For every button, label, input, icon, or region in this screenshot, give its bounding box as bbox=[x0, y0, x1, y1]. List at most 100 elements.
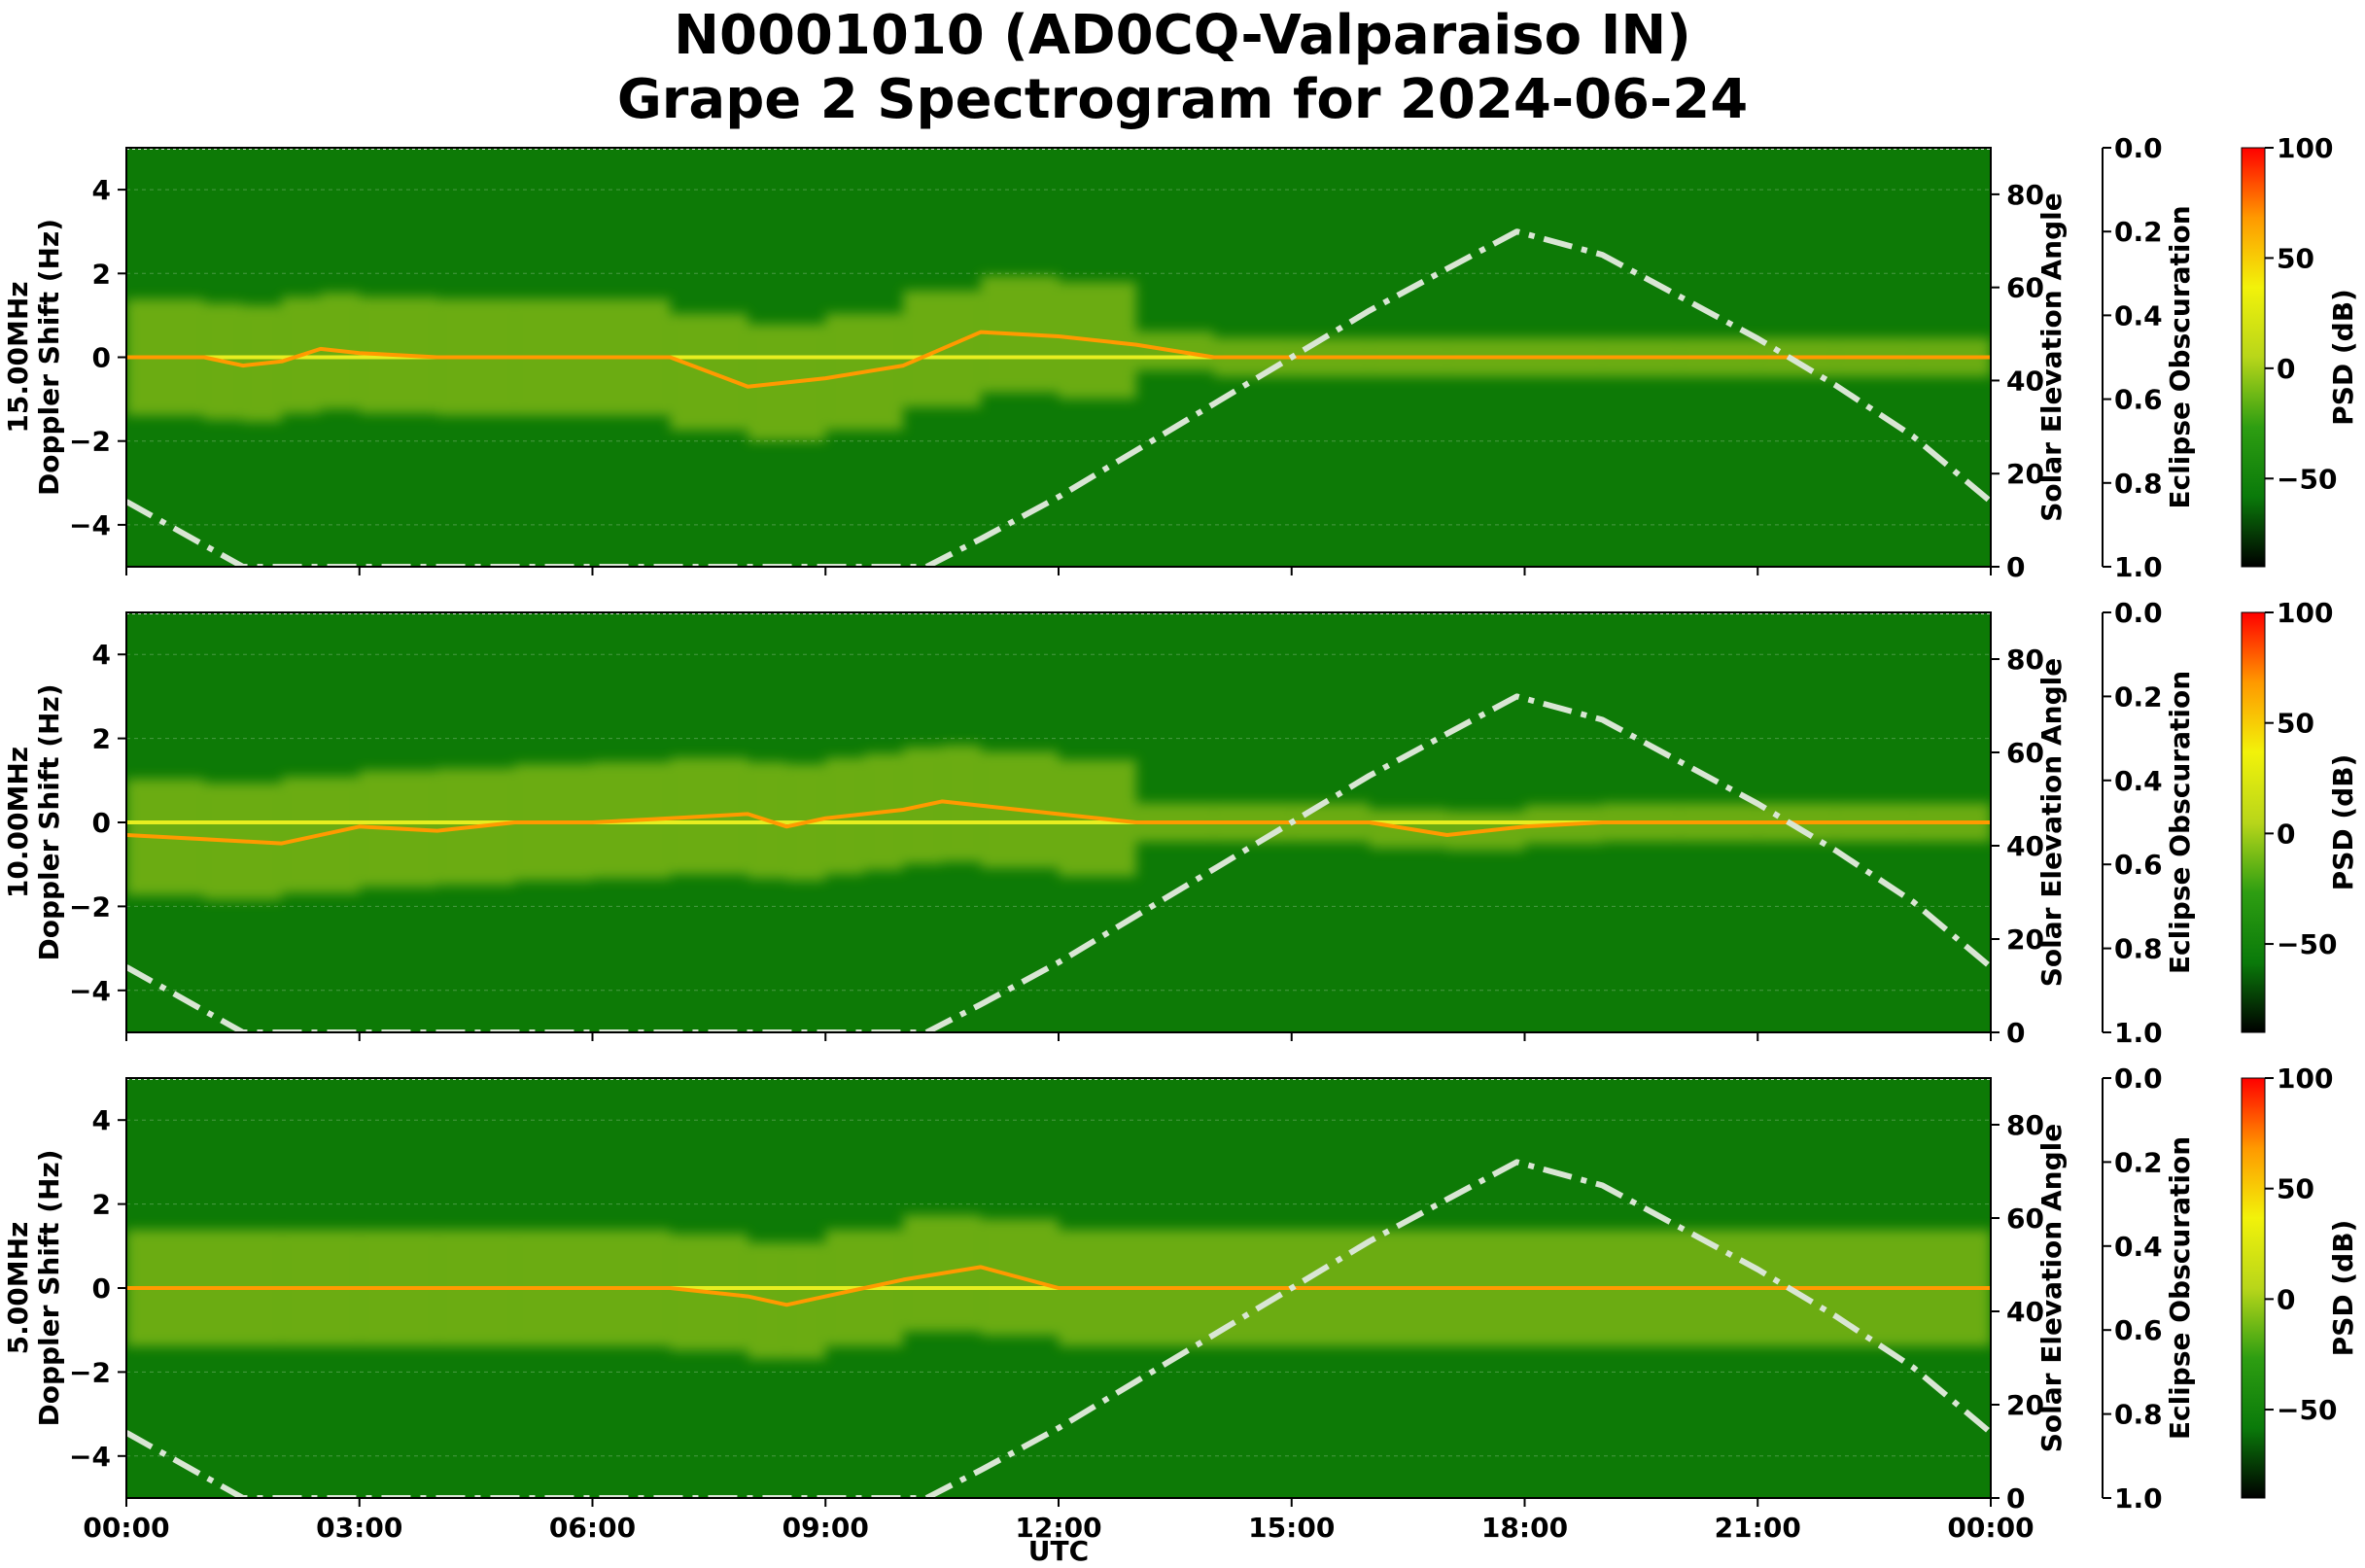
elevation-tick-label: 0 bbox=[2006, 1482, 2025, 1515]
y-tick-label: −4 bbox=[69, 509, 111, 541]
elevation-tick-label: 0 bbox=[2006, 1017, 2025, 1049]
y-tick-label: 2 bbox=[92, 1189, 111, 1221]
colorbar-tick-label: −50 bbox=[2277, 1394, 2337, 1426]
y-tick-label: 4 bbox=[92, 639, 111, 671]
x-tick-label: 18:00 bbox=[1481, 1512, 1568, 1544]
colorbar-label: PSD (dB) bbox=[2327, 754, 2359, 891]
elevation-tick-label: 40 bbox=[2006, 830, 2044, 862]
eclipse-tick-label: 0.0 bbox=[2114, 1063, 2163, 1095]
colorbar-tick-label: 100 bbox=[2277, 132, 2333, 164]
eclipse-tick-label: 0.0 bbox=[2114, 132, 2163, 164]
elevation-tick-label: 0 bbox=[2006, 551, 2025, 583]
eclipse-tick-label: 0.6 bbox=[2114, 384, 2163, 416]
eclipse-tick-label: 1.0 bbox=[2114, 1017, 2163, 1049]
psd-colorbar bbox=[2241, 1077, 2266, 1499]
colorbar-tick-label: −50 bbox=[2277, 463, 2337, 495]
figure-title: N0001010 (AD0CQ-Valparaiso IN) Grape 2 S… bbox=[0, 4, 2365, 132]
spectrogram-plot-area bbox=[126, 1078, 1991, 1498]
colorbar-tick-label: −50 bbox=[2277, 928, 2337, 960]
solar-elevation-curve bbox=[126, 1159, 1991, 1498]
x-tick-label: 00:00 bbox=[1947, 1512, 2034, 1544]
colorbar-tick-label: 100 bbox=[2277, 597, 2333, 629]
y-tick-label: 0 bbox=[92, 1272, 111, 1305]
x-axis-label: UTC bbox=[1028, 1535, 1089, 1567]
eclipse-tick-label: 0.4 bbox=[2114, 299, 2163, 331]
y-tick-label: 0 bbox=[92, 807, 111, 839]
elevation-tick-label: 20 bbox=[2006, 1389, 2044, 1421]
elevation-tick-label: 40 bbox=[2006, 1296, 2044, 1328]
title-line-1: N0001010 (AD0CQ-Valparaiso IN) bbox=[674, 4, 1691, 67]
eclipse-tick-label: 0.2 bbox=[2114, 680, 2163, 713]
elevation-axis-label: Solar Elevation Angle bbox=[2035, 192, 2068, 521]
elevation-tick-label: 80 bbox=[2006, 644, 2044, 676]
y-tick-label: −2 bbox=[69, 1356, 111, 1388]
eclipse-tick-label: 1.0 bbox=[2114, 1482, 2163, 1515]
colorbar-tick-label: 50 bbox=[2277, 242, 2314, 274]
doppler-axis-label: Doppler Shift (Hz) bbox=[33, 1149, 65, 1426]
colorbar-tick-label: 50 bbox=[2277, 1173, 2314, 1205]
elevation-tick-label: 60 bbox=[2006, 1202, 2044, 1235]
elevation-tick-label: 40 bbox=[2006, 365, 2044, 397]
doppler-axis-label: Doppler Shift (Hz) bbox=[33, 219, 65, 496]
doppler-trace bbox=[126, 799, 1991, 846]
colorbar-tick-label: 50 bbox=[2277, 708, 2314, 740]
y-tick-label: 0 bbox=[92, 342, 111, 374]
x-tick-label: 03:00 bbox=[316, 1512, 402, 1544]
elevation-axis-label: Solar Elevation Angle bbox=[2035, 1124, 2068, 1452]
elevation-tick-label: 60 bbox=[2006, 737, 2044, 769]
panel-frequency-label: 5.00MHz bbox=[2, 1222, 34, 1355]
elevation-axis-label: Solar Elevation Angle bbox=[2035, 658, 2068, 987]
panel-frequency-label: 10.00MHz bbox=[2, 747, 34, 898]
title-line-2: Grape 2 Spectrogram for 2024-06-24 bbox=[616, 68, 1749, 131]
doppler-axis-label: Doppler Shift (Hz) bbox=[33, 683, 65, 960]
eclipse-tick-label: 0.2 bbox=[2114, 1146, 2163, 1178]
x-tick-label: 15:00 bbox=[1248, 1512, 1335, 1544]
eclipse-tick-label: 0.8 bbox=[2114, 468, 2163, 500]
y-tick-label: −4 bbox=[69, 975, 111, 1007]
solar-elevation-curve bbox=[126, 228, 1991, 567]
doppler-trace bbox=[126, 330, 1991, 389]
eclipse-tick-label: 0.4 bbox=[2114, 1231, 2163, 1263]
elevation-tick-label: 80 bbox=[2006, 1109, 2044, 1141]
elevation-tick-label: 80 bbox=[2006, 179, 2044, 211]
colorbar-tick-label: 0 bbox=[2277, 818, 2295, 850]
solar-elevation-curve bbox=[126, 693, 1991, 1032]
y-tick-label: −2 bbox=[69, 890, 111, 923]
y-tick-label: −2 bbox=[69, 426, 111, 458]
elevation-tick-label: 20 bbox=[2006, 923, 2044, 956]
panel-5.00MHz: 420−2−45.00MHz Doppler Shift (Hz)02040608… bbox=[2, 1063, 2359, 1544]
doppler-trace bbox=[126, 1265, 1991, 1307]
y-tick-label: 4 bbox=[92, 1104, 111, 1136]
y-tick-label: −4 bbox=[69, 1441, 111, 1473]
x-tick-label: 12:00 bbox=[1015, 1512, 1101, 1544]
eclipse-axis-label: Eclipse Obscuration bbox=[2164, 671, 2196, 974]
colorbar-tick-label: 0 bbox=[2277, 353, 2295, 385]
eclipse-axis-label: Eclipse Obscuration bbox=[2164, 205, 2196, 508]
eclipse-tick-label: 0.6 bbox=[2114, 1314, 2163, 1346]
x-tick-label: 00:00 bbox=[83, 1512, 169, 1544]
x-tick-label: 21:00 bbox=[1715, 1512, 1801, 1544]
panel-frequency-label: 15.00MHz bbox=[2, 281, 34, 433]
eclipse-tick-label: 0.0 bbox=[2114, 597, 2163, 629]
eclipse-tick-label: 0.8 bbox=[2114, 1399, 2163, 1431]
psd-colorbar bbox=[2241, 147, 2266, 568]
x-tick-label: 06:00 bbox=[549, 1512, 636, 1544]
eclipse-tick-label: 1.0 bbox=[2114, 551, 2163, 583]
eclipse-tick-label: 0.4 bbox=[2114, 765, 2163, 797]
y-tick-label: 2 bbox=[92, 723, 111, 755]
elevation-tick-label: 60 bbox=[2006, 272, 2044, 304]
elevation-tick-label: 20 bbox=[2006, 458, 2044, 490]
x-tick-label: 09:00 bbox=[783, 1512, 869, 1544]
eclipse-tick-label: 0.6 bbox=[2114, 849, 2163, 881]
panel-10.00MHz: 420−2−410.00MHz Doppler Shift (Hz)0204060… bbox=[2, 597, 2359, 1049]
colorbar-label: PSD (dB) bbox=[2327, 289, 2359, 426]
y-tick-label: 2 bbox=[92, 258, 111, 290]
panel-15.00MHz: 420−2−415.00MHz Doppler Shift (Hz)0204060… bbox=[2, 132, 2359, 583]
spectrogram-plot-area bbox=[126, 612, 1991, 1032]
eclipse-axis-label: Eclipse Obscuration bbox=[2164, 1136, 2196, 1440]
colorbar-tick-label: 0 bbox=[2277, 1283, 2295, 1315]
colorbar-label: PSD (dB) bbox=[2327, 1220, 2359, 1357]
eclipse-tick-label: 0.8 bbox=[2114, 933, 2163, 965]
y-tick-label: 4 bbox=[92, 174, 111, 206]
